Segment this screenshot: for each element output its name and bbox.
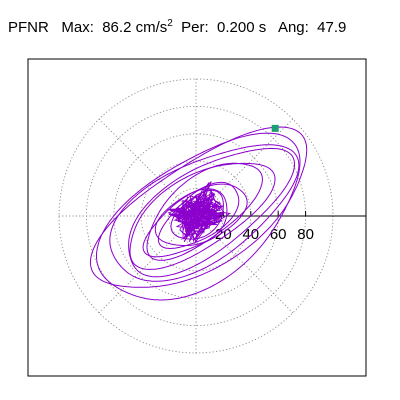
chart-header: PFNR Max: 86.2 cm/s2 Per: 0.200 s Ang: 4… [8,19,346,37]
trace-core [167,181,232,244]
grid-spoke [195,118,294,217]
motion-trace [89,126,308,301]
grid-spoke [195,215,294,314]
station-code: PFNR [8,19,49,36]
max-unit: cm/s [135,19,168,36]
radial-tick-label: 60 [270,226,287,243]
max-unit-exponent: 2 [167,18,173,29]
grid-spoke [98,118,197,217]
trace-loop [109,144,300,282]
trace-loop [96,132,301,301]
plot-frame [27,58,367,377]
trace-loop [128,147,295,278]
max-marker-layer [271,124,279,132]
per-value: 0.200 s [217,19,267,36]
max-label: Max: [61,19,94,36]
radial-tick-label: 80 [297,226,314,243]
max-amplitude-marker [271,124,279,132]
trace-loop [142,183,248,258]
trace-loop [129,162,276,270]
per-label: Per: [181,19,209,36]
grid-spoke [98,215,197,314]
trace-loop [154,188,228,247]
max-value: 86.2 [102,19,132,36]
ang-value: 47.9 [317,19,347,36]
ang-label: Ang: [277,19,309,36]
radial-tick-label: 20 [215,226,232,243]
trace-loop [146,162,263,261]
